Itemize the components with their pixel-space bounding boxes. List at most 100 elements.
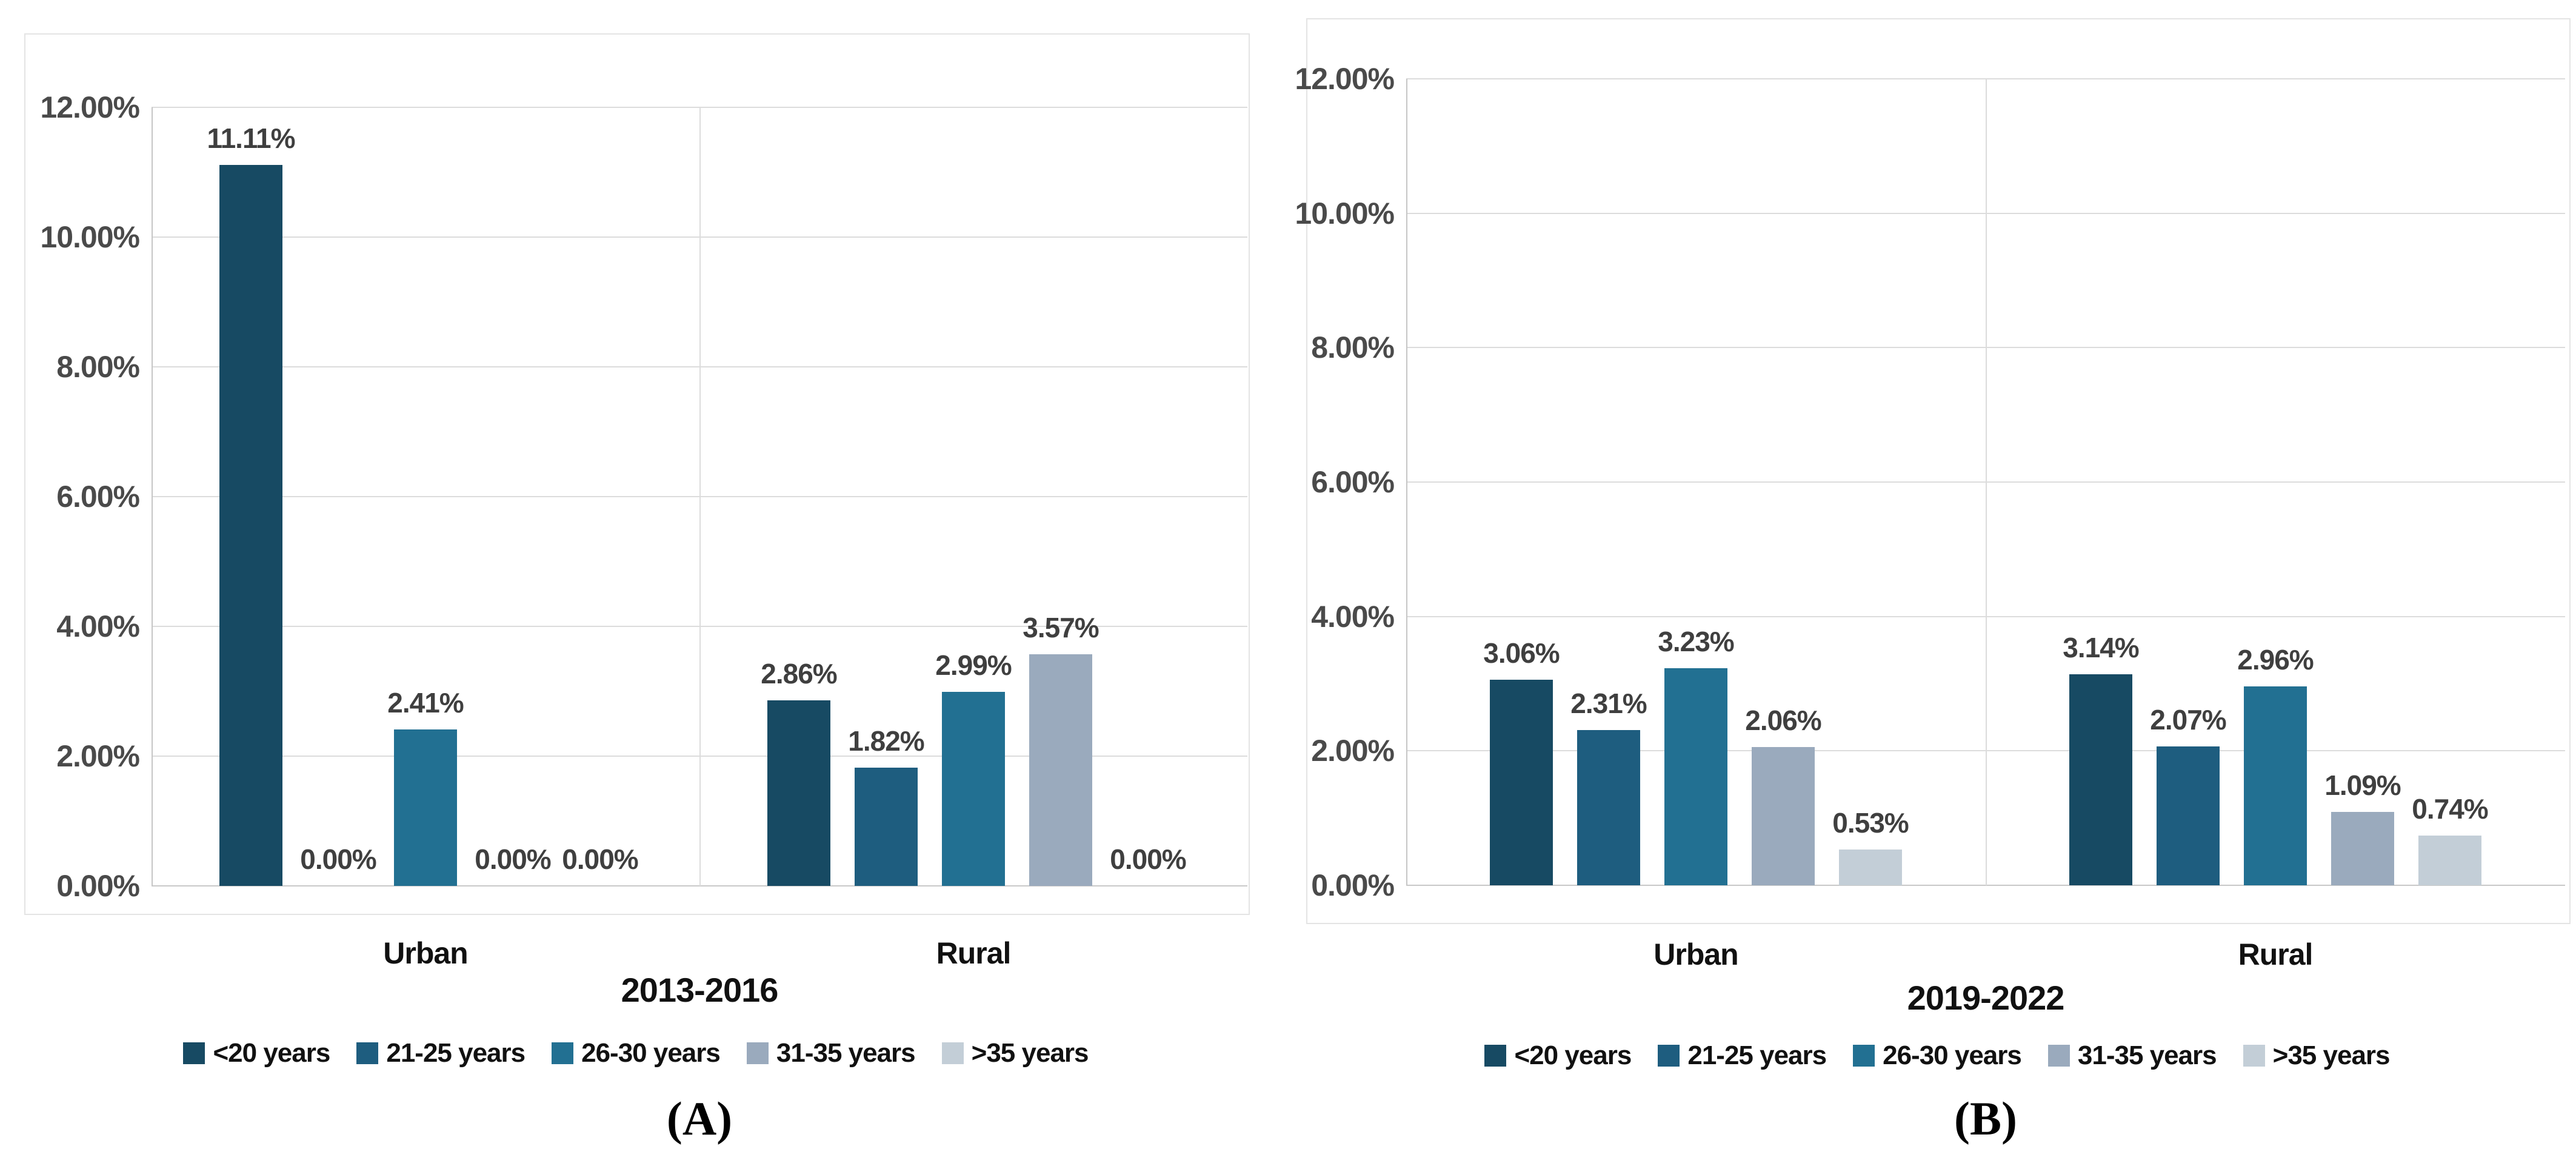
bar-value-label: 3.57% bbox=[1023, 612, 1099, 643]
bar-urban-26-30-years bbox=[394, 729, 457, 886]
bar-slot: 1.09% bbox=[2324, 79, 2401, 885]
legend-label: 31-35 years bbox=[2077, 1041, 2217, 1070]
x-axis-label-urban: Urban bbox=[383, 936, 468, 970]
y-axis-tick-label: 8.00% bbox=[1311, 330, 1395, 365]
panel-caption-A: (A) bbox=[666, 1092, 733, 1145]
bar-urban->35-years bbox=[1839, 850, 1902, 885]
bar-slot: 3.06% bbox=[1483, 79, 1560, 885]
legend-item: <20 years bbox=[183, 1038, 330, 1068]
legend-swatch-icon bbox=[941, 1042, 964, 1064]
y-axis-tick-label: 4.00% bbox=[56, 609, 140, 643]
bar-value-label: 0.00% bbox=[562, 843, 638, 875]
bar-slot: 0.00% bbox=[475, 107, 551, 886]
legend-item: 31-35 years bbox=[2047, 1041, 2217, 1071]
y-axis-tick-label: 2.00% bbox=[1311, 734, 1395, 768]
bar-value-label: 0.00% bbox=[1110, 843, 1186, 875]
bar-urban-31-35-years bbox=[1752, 747, 1815, 885]
bar-urban-<20-years bbox=[1490, 680, 1553, 885]
bar-value-label: 3.23% bbox=[1658, 626, 1734, 657]
chart-title-A: 2013-2016 bbox=[621, 971, 779, 1009]
bar-slot: 3.57% bbox=[1023, 107, 1099, 886]
legend-item: >35 years bbox=[941, 1038, 1089, 1068]
bar-rural-21-25-years bbox=[855, 768, 918, 886]
bar-rural-31-35-years bbox=[1029, 654, 1092, 886]
bar-rural-26-30-years bbox=[942, 692, 1005, 886]
legend-label: >35 years bbox=[971, 1038, 1089, 1068]
legend-item: 21-25 years bbox=[356, 1038, 526, 1068]
legend-swatch-icon bbox=[1484, 1045, 1507, 1067]
bar-value-label: 0.00% bbox=[475, 843, 551, 875]
y-axis-line bbox=[1406, 79, 1407, 885]
bar-value-label: 0.53% bbox=[1832, 807, 1909, 839]
x-axis-label-rural: Rural bbox=[936, 936, 1012, 970]
panel-caption-B: (B) bbox=[1954, 1092, 2017, 1145]
bar-slot: 2.06% bbox=[1745, 79, 1822, 885]
category-divider-line bbox=[1986, 79, 1987, 885]
bar-group-rural: 3.14% 2.07% 2.96% 1.09% 0.74% bbox=[1986, 79, 2565, 885]
x-axis-label-urban: Urban bbox=[1653, 937, 1738, 971]
bar-slot: 2.86% bbox=[761, 107, 838, 886]
bar-slot: 2.41% bbox=[387, 107, 464, 886]
category-divider-line bbox=[699, 107, 701, 886]
bar-slot: 0.00% bbox=[1110, 107, 1186, 886]
y-axis-tick-label: 10.00% bbox=[40, 220, 140, 254]
bar-slot: 2.99% bbox=[935, 107, 1012, 886]
bar-value-label: 2.99% bbox=[935, 649, 1012, 681]
x-axis-baseline bbox=[1406, 885, 2565, 886]
y-axis-tick-label: 6.00% bbox=[1311, 465, 1395, 499]
bar-value-label: 2.96% bbox=[2237, 644, 2314, 675]
y-axis-line bbox=[152, 107, 153, 886]
chart-panel-B bbox=[1306, 18, 2571, 924]
bar-rural-<20-years bbox=[2069, 674, 2132, 885]
bar-slot: 0.74% bbox=[2412, 79, 2489, 885]
legend-swatch-icon bbox=[183, 1042, 205, 1064]
bar-slot: 3.14% bbox=[2063, 79, 2140, 885]
bar-value-label: 2.41% bbox=[387, 687, 464, 719]
legend-label: 26-30 years bbox=[1883, 1041, 2022, 1070]
plot-area-A: 11.11% 0.00% 2.41% 0.00% 0.00% 2.86% 1.82% 2.99… bbox=[152, 107, 1247, 886]
legend-A: <20 years 21-25 years 26-30 years 31-35 yea… bbox=[24, 1038, 1247, 1068]
y-axis-tick-label: 12.00% bbox=[40, 90, 140, 124]
legend-swatch-icon bbox=[2047, 1045, 2070, 1067]
legend-swatch-icon bbox=[356, 1042, 379, 1064]
bar-group-urban: 11.11% 0.00% 2.41% 0.00% 0.00% bbox=[152, 107, 699, 886]
bar-group-urban: 3.06% 2.31% 3.23% 2.06% 0.53% bbox=[1406, 79, 1986, 885]
legend-label: 21-25 years bbox=[386, 1038, 526, 1068]
bar-rural-26-30-years bbox=[2244, 686, 2307, 885]
bar-rural->35-years bbox=[2418, 836, 2481, 885]
bar-slot: 2.96% bbox=[2237, 79, 2314, 885]
bar-slot: 2.31% bbox=[1570, 79, 1647, 885]
bar-value-label: 0.00% bbox=[300, 843, 376, 875]
chart-title-B: 2019-2022 bbox=[1907, 979, 2065, 1017]
legend-label: >35 years bbox=[2272, 1041, 2391, 1070]
y-axis-tick-label: 6.00% bbox=[56, 480, 140, 514]
bar-value-label: 1.82% bbox=[848, 725, 924, 757]
y-axis-tick-label: 12.00% bbox=[1295, 62, 1395, 96]
legend-label: 31-35 years bbox=[776, 1038, 916, 1068]
legend-item: 21-25 years bbox=[1658, 1041, 1827, 1071]
bar-rural-31-35-years bbox=[2331, 812, 2394, 885]
legend-label: 26-30 years bbox=[581, 1038, 721, 1068]
legend-swatch-icon bbox=[1853, 1045, 1875, 1067]
bar-slot: 2.07% bbox=[2150, 79, 2227, 885]
bar-rural-<20-years bbox=[767, 700, 830, 886]
bar-value-label: 2.06% bbox=[1745, 705, 1821, 736]
y-axis-tick-label: 10.00% bbox=[1295, 196, 1395, 230]
bar-slot: 1.82% bbox=[848, 107, 925, 886]
bar-value-label: 3.14% bbox=[2063, 632, 2139, 663]
y-axis-tick-label: 4.00% bbox=[1311, 599, 1395, 634]
bar-value-label: 3.06% bbox=[1483, 637, 1560, 669]
bar-slot: 0.00% bbox=[562, 107, 638, 886]
legend-item: 26-30 years bbox=[1853, 1041, 2022, 1071]
bar-value-label: 1.09% bbox=[2324, 769, 2401, 801]
plot-area-B: 3.06% 2.31% 3.23% 2.06% 0.53% 3.14% 2.07% 2.96%… bbox=[1406, 78, 2565, 886]
y-axis-tick-label: 8.00% bbox=[56, 350, 140, 384]
bar-urban-26-30-years bbox=[1664, 668, 1727, 885]
y-axis-tick-label: 2.00% bbox=[56, 739, 140, 773]
x-axis-label-rural: Rural bbox=[2238, 937, 2314, 971]
y-axis-tick-label: 0.00% bbox=[1311, 868, 1395, 902]
bar-value-label: 2.31% bbox=[1570, 688, 1647, 719]
bar-value-label: 11.11% bbox=[207, 122, 296, 154]
legend-swatch-icon bbox=[2243, 1045, 2265, 1067]
